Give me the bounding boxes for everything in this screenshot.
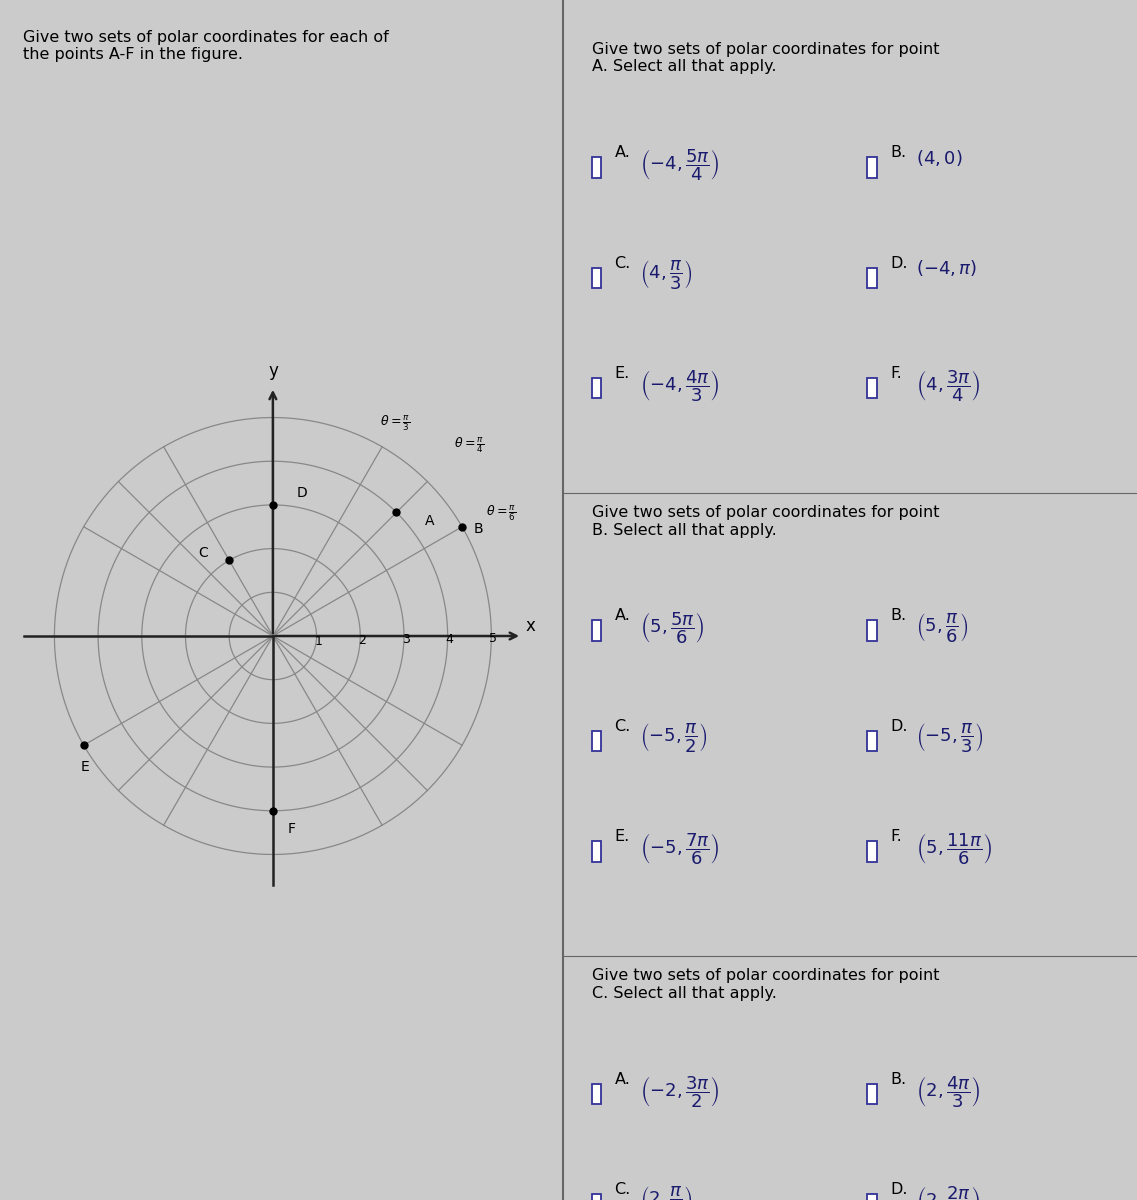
Text: D.: D. <box>890 1182 907 1198</box>
Bar <box>591 157 601 178</box>
Text: 1: 1 <box>315 635 322 648</box>
Text: $(4,0)$: $(4,0)$ <box>916 148 963 168</box>
Text: C: C <box>199 546 208 560</box>
Bar <box>868 1084 877 1104</box>
Text: B.: B. <box>890 145 906 160</box>
Text: Give two sets of polar coordinates for point
B. Select all that apply.: Give two sets of polar coordinates for p… <box>591 505 939 538</box>
Text: E.: E. <box>614 366 630 380</box>
Text: F.: F. <box>890 366 902 380</box>
Text: $\theta=\frac{\pi}{3}$: $\theta=\frac{\pi}{3}$ <box>381 414 410 433</box>
Text: D: D <box>297 486 308 499</box>
Text: A.: A. <box>614 1072 630 1087</box>
Text: $\left(5,\dfrac{5\pi}{6}\right)$: $\left(5,\dfrac{5\pi}{6}\right)$ <box>640 611 705 647</box>
Bar <box>591 268 601 288</box>
Text: x: x <box>525 617 536 635</box>
Bar <box>591 1194 601 1200</box>
Text: $\left(5,\dfrac{\pi}{6}\right)$: $\left(5,\dfrac{\pi}{6}\right)$ <box>916 611 968 643</box>
Bar <box>868 731 877 751</box>
Bar <box>868 378 877 398</box>
Text: F: F <box>288 822 296 836</box>
Text: $\theta=\frac{\pi}{4}$: $\theta=\frac{\pi}{4}$ <box>454 436 484 455</box>
Bar <box>868 1194 877 1200</box>
Text: D.: D. <box>890 719 907 733</box>
Text: 3: 3 <box>401 634 409 647</box>
Text: $\left(-5,\dfrac{\pi}{2}\right)$: $\left(-5,\dfrac{\pi}{2}\right)$ <box>640 721 707 754</box>
Text: A: A <box>424 514 434 528</box>
Text: A.: A. <box>614 608 630 624</box>
Text: Give two sets of polar coordinates for point
C. Select all that apply.: Give two sets of polar coordinates for p… <box>591 968 939 1001</box>
Text: A.: A. <box>614 145 630 160</box>
Text: $\left(4,\dfrac{\pi}{3}\right)$: $\left(4,\dfrac{\pi}{3}\right)$ <box>640 258 692 290</box>
Text: B: B <box>473 522 483 536</box>
Text: 5: 5 <box>489 631 497 644</box>
Text: 2: 2 <box>358 635 366 647</box>
Text: $\left(-4,\dfrac{5\pi}{4}\right)$: $\left(-4,\dfrac{5\pi}{4}\right)$ <box>640 148 720 184</box>
Text: $(-4,\pi)$: $(-4,\pi)$ <box>916 258 977 278</box>
Text: B.: B. <box>890 608 906 624</box>
Text: y: y <box>268 362 277 380</box>
Text: $\left(-5,\dfrac{\pi}{3}\right)$: $\left(-5,\dfrac{\pi}{3}\right)$ <box>916 721 984 754</box>
Text: E: E <box>81 760 90 774</box>
Bar <box>868 841 877 862</box>
Text: C.: C. <box>614 256 631 270</box>
Text: 4: 4 <box>446 632 454 646</box>
Bar <box>591 1084 601 1104</box>
Text: D.: D. <box>890 256 907 270</box>
Text: F.: F. <box>890 829 902 845</box>
Bar <box>591 378 601 398</box>
Text: $\left(2,\dfrac{4\pi}{3}\right)$: $\left(2,\dfrac{4\pi}{3}\right)$ <box>916 1074 980 1110</box>
Text: $\theta=\frac{\pi}{6}$: $\theta=\frac{\pi}{6}$ <box>485 504 516 523</box>
Text: $\left(2,\dfrac{\pi}{3}\right)$: $\left(2,\dfrac{\pi}{3}\right)$ <box>640 1184 692 1200</box>
Text: $\left(5,\dfrac{11\pi}{6}\right)$: $\left(5,\dfrac{11\pi}{6}\right)$ <box>916 832 993 868</box>
Text: $\left(-4,\dfrac{4\pi}{3}\right)$: $\left(-4,\dfrac{4\pi}{3}\right)$ <box>640 368 720 404</box>
Text: $\left(-2,\dfrac{3\pi}{2}\right)$: $\left(-2,\dfrac{3\pi}{2}\right)$ <box>640 1074 720 1110</box>
Bar <box>591 841 601 862</box>
Text: $\left(4,\dfrac{3\pi}{4}\right)$: $\left(4,\dfrac{3\pi}{4}\right)$ <box>916 368 980 404</box>
Text: $\left(-5,\dfrac{7\pi}{6}\right)$: $\left(-5,\dfrac{7\pi}{6}\right)$ <box>640 832 720 868</box>
Text: B.: B. <box>890 1072 906 1087</box>
Text: C.: C. <box>614 1182 631 1198</box>
Text: Give two sets of polar coordinates for each of
the points A-F in the figure.: Give two sets of polar coordinates for e… <box>23 30 388 62</box>
Text: $\left(2,\dfrac{2\pi}{3}\right)$: $\left(2,\dfrac{2\pi}{3}\right)$ <box>916 1184 980 1200</box>
Bar <box>591 620 601 641</box>
Text: E.: E. <box>614 829 630 845</box>
Bar <box>868 268 877 288</box>
Text: Give two sets of polar coordinates for point
A. Select all that apply.: Give two sets of polar coordinates for p… <box>591 42 939 74</box>
Bar <box>591 731 601 751</box>
Bar <box>868 157 877 178</box>
Bar <box>868 620 877 641</box>
Text: C.: C. <box>614 719 631 733</box>
